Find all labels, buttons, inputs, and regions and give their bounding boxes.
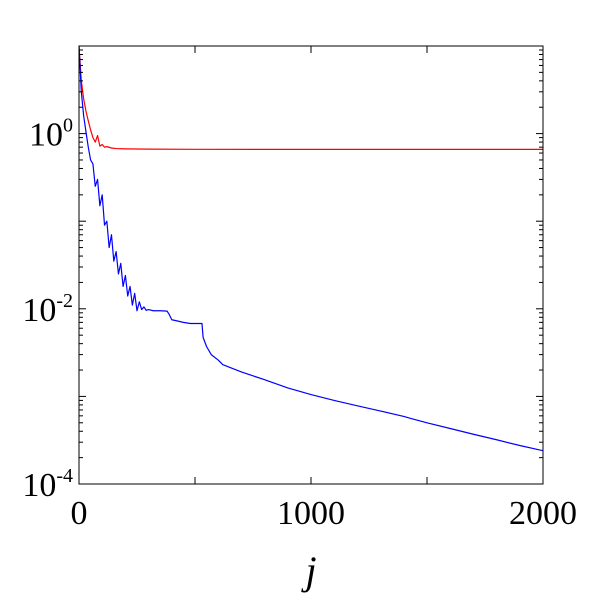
- y-tick-label-base: 10: [22, 292, 56, 329]
- x-axis-tick-labels: 0 1000 2000: [71, 495, 578, 532]
- axis-ticks: [78, 46, 544, 485]
- x-tick-label: 2000: [509, 495, 577, 532]
- y-tick-label-base: 10: [29, 117, 63, 154]
- x-tick-label: 0: [71, 495, 88, 532]
- y-tick-label: 100: [29, 115, 73, 154]
- y-tick-label: 10-4: [22, 465, 73, 504]
- axes-box: [78, 45, 544, 485]
- series-line-1: [79, 46, 543, 151]
- x-tick-label: 1000: [277, 495, 345, 532]
- y-tick-label-exponent: -2: [56, 290, 73, 312]
- y-tick-label: 10-2: [22, 290, 73, 329]
- x-axis-label: j: [300, 548, 316, 593]
- plot-area: [78, 45, 544, 485]
- series-line-2: [79, 46, 543, 452]
- y-tick-label-exponent: -4: [56, 465, 73, 487]
- y-tick-label-base: 10: [22, 467, 56, 504]
- y-tick-label-exponent: 0: [63, 115, 73, 137]
